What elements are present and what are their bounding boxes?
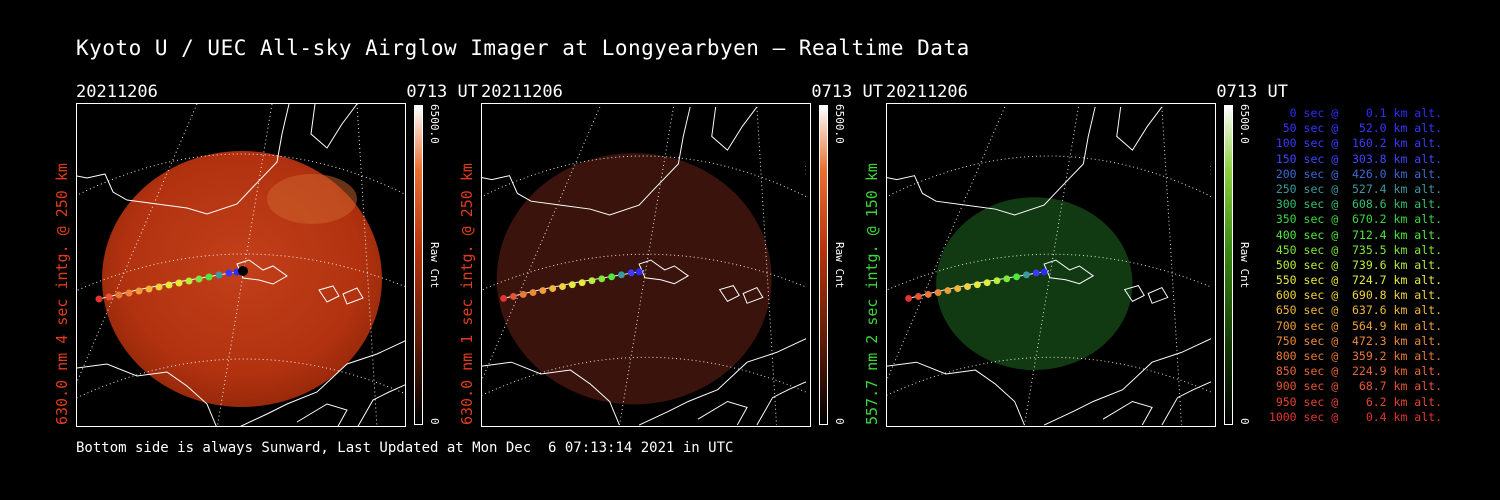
legend-row: 750 sec @ 472.3 km alt. — [1268, 333, 1442, 348]
allsky-image — [481, 103, 811, 427]
panel-time: 0713 UT — [1216, 82, 1288, 102]
legend-row: 550 sec @ 724.7 km alt. — [1268, 273, 1442, 288]
allsky-disc — [936, 197, 1133, 371]
imager-panel-2: 20211206 0713 UT — [458, 82, 891, 432]
trajectory-track-3 — [905, 268, 1048, 302]
legend-row: 800 sec @ 359.2 km alt. — [1268, 349, 1442, 363]
legend-row: 250 sec @ 527.4 km alt. — [1268, 181, 1442, 196]
legend-row: 600 sec @ 690.8 km alt. — [1268, 288, 1442, 303]
colorbar — [1224, 105, 1233, 425]
allsky-image — [886, 103, 1216, 427]
legend-row: 900 sec @ 68.7 km alt. — [1268, 379, 1442, 394]
panel-date: 20211206 — [481, 82, 563, 102]
panel-date: 20211206 — [886, 82, 968, 102]
legend-row: 350 sec @ 670.2 km alt. — [1268, 212, 1442, 227]
legend-row: 150 sec @ 303.8 km alt. — [1268, 151, 1442, 166]
panel-wavelength-label: 630.0 nm 1 sec intg. @ 250 km — [458, 163, 476, 425]
trajectory-altitude-legend: 0 sec @ 0.1 km alt. 50 sec @ 52.0 km alt… — [1262, 106, 1442, 425]
panel-date: 20211206 — [76, 82, 158, 102]
colorbar-min: 0 — [1238, 418, 1251, 425]
colorbar-unit: Raw Cnt — [833, 242, 846, 289]
legend-row: 1000 sec @ 0.4 km alt. — [1268, 409, 1442, 424]
panel-wavelength-label: 557.7 nm 2 sec intg. @ 150 km — [863, 163, 881, 425]
colorbar-max: 6500.0 — [428, 104, 441, 144]
trajectory-track-1 — [95, 266, 248, 303]
imager-panel-3: 20211206 0713 UT — [863, 82, 1296, 432]
legend-row: 0 sec @ 0.1 km alt. — [1268, 106, 1442, 120]
colorbar — [414, 105, 423, 425]
panel-time: 0713 UT — [406, 82, 478, 102]
legend-row: 400 sec @ 712.4 km alt. — [1268, 227, 1442, 242]
legend-row: 700 sec @ 564.9 km alt. — [1268, 318, 1442, 333]
colorbar-unit: Raw Cnt — [1238, 242, 1251, 289]
legend-row: 500 sec @ 739.6 km alt. — [1268, 257, 1442, 272]
colorbar — [819, 105, 828, 425]
colorbar-min: 0 — [428, 418, 441, 425]
allsky-disc — [496, 153, 772, 405]
footer-status: Bottom side is always Sunward, Last Upda… — [76, 440, 734, 456]
panel-wavelength-label: 630.0 nm 4 sec intg. @ 250 km — [53, 163, 71, 425]
legend-row: 950 sec @ 6.2 km alt. — [1268, 394, 1442, 409]
panel-time: 0713 UT — [811, 82, 883, 102]
legend-row: 200 sec @ 426.0 km alt. — [1268, 166, 1442, 181]
legend-row: 850 sec @ 224.9 km alt. — [1268, 364, 1442, 379]
imager-panel-1: 20211206 0713 UT — [53, 82, 486, 432]
legend-row: 450 sec @ 735.5 km alt. — [1268, 242, 1442, 257]
colorbar-max: 6500.0 — [1238, 104, 1251, 144]
legend-row: 50 sec @ 52.0 km alt. — [1268, 121, 1442, 136]
legend-row: 650 sec @ 637.6 km alt. — [1268, 303, 1442, 318]
page-title: Kyoto U / UEC All-sky Airglow Imager at … — [76, 36, 970, 60]
trajectory-track-2 — [500, 268, 643, 302]
legend-row: 100 sec @ 160.2 km alt. — [1268, 136, 1442, 151]
colorbar-max: 6500.0 — [833, 104, 846, 144]
colorbar-unit: Raw Cnt — [428, 242, 441, 289]
colorbar-min: 0 — [833, 418, 846, 425]
legend-row: 300 sec @ 608.6 km alt. — [1268, 197, 1442, 212]
allsky-image — [76, 103, 406, 427]
